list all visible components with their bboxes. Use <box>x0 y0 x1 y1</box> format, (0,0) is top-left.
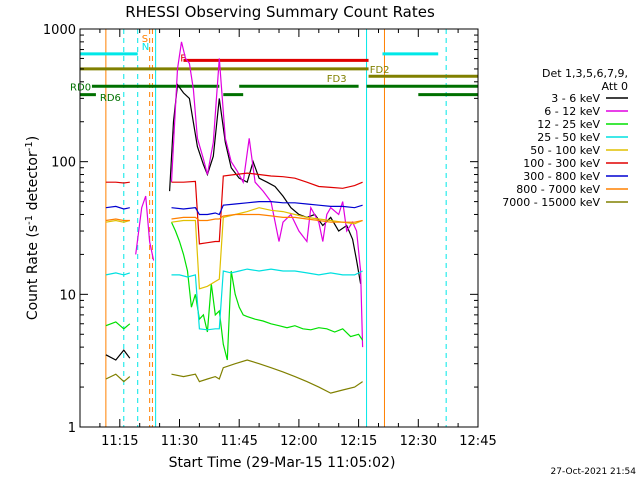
series-line-50-100-kev-1 <box>171 207 363 290</box>
flag-label-rd6: RD6 <box>100 93 121 104</box>
flag-letter-s: S <box>142 34 148 45</box>
legend-label-50-100-kev: 50 - 100 keV <box>530 144 600 157</box>
y-axis-label: Count Rate (s-1 detector-1) <box>24 136 41 320</box>
series-line-12-25-kev-0 <box>105 321 131 330</box>
flag-letter-n: N <box>142 42 149 53</box>
series-line-25-50-kev-0 <box>105 272 130 276</box>
legend-label-3-6-kev: 3 - 6 keV <box>551 92 600 105</box>
axes: 11:15 11:30 11:45 12:00 12:15 12:30 12:45 1 10 10… <box>43 23 497 449</box>
flag-label-rd0: RD0 <box>70 82 91 93</box>
y-tick-label: 10 <box>59 288 76 303</box>
series-line-6-12-kev-0 <box>135 195 155 261</box>
plot-area: F FD2 FD3 RD0 RD6 SN <box>70 29 478 427</box>
x-tick-label: 11:15 <box>101 434 138 449</box>
series-line-300-800-kev-0 <box>105 205 130 210</box>
legend-label-12-25-kev: 12 - 25 keV <box>537 118 600 131</box>
series-line-300-800-kev-1 <box>171 201 363 216</box>
legend-label-7000-15000-kev: 7000 - 15000 keV <box>502 196 600 209</box>
series-line-12-25-kev-1 <box>170 221 364 361</box>
series-line-800-7000-kev-0 <box>105 218 130 222</box>
x-tick-label: 11:45 <box>220 434 257 449</box>
flag-label-fd3: FD3 <box>327 74 347 85</box>
footer-timestamp: 27-Oct-2021 21:54 <box>551 467 637 477</box>
series-line-7000-15000-kev-1 <box>171 359 363 394</box>
series-line-25-50-kev-1 <box>171 268 363 331</box>
series-line-100-300-kev-0 <box>105 181 130 184</box>
legend-label-800-7000-kev: 800 - 7000 keV <box>516 183 600 196</box>
series-line-50-100-kev-0 <box>105 219 130 223</box>
legend-label-6-12-kev: 6 - 12 keV <box>544 105 600 118</box>
x-tick-label: 12:15 <box>340 434 377 449</box>
series-line-3-6-kev-0 <box>105 349 131 361</box>
x-tick-label: 12:30 <box>400 434 437 449</box>
chart-title: RHESSI Observing Summary Count Rates <box>125 3 435 21</box>
series-line-100-300-kev-1 <box>171 172 363 245</box>
y-tick-label: 100 <box>51 156 76 171</box>
flag-label-f: F <box>180 54 186 65</box>
legend-label-100-300-kev: 100 - 300 keV <box>523 157 600 170</box>
x-tick-label: 12:45 <box>459 434 496 449</box>
series-line-7000-15000-kev-0 <box>105 373 131 383</box>
legend-label-25-50-kev: 25 - 50 keV <box>537 131 600 144</box>
x-tick-label: 12:00 <box>280 434 317 449</box>
series-line-3-6-kev-1 <box>169 83 362 284</box>
y-tick-label: 1000 <box>43 23 76 38</box>
legend-label-300-800-kev: 300 - 800 keV <box>523 170 600 183</box>
flag-label-fd2: FD2 <box>370 65 390 76</box>
legend-title-line: Det 1,3,5,6,7,9, <box>542 67 628 80</box>
legend-title-line: Att 0 <box>602 80 628 93</box>
series-line-6-12-kev-1 <box>170 41 364 348</box>
series-line-800-7000-kev-1 <box>171 213 363 223</box>
x-axis-label: Start Time (29-Mar-15 11:05:02) <box>169 455 396 471</box>
x-tick-label: 11:30 <box>161 434 198 449</box>
y-tick-label: 1 <box>68 421 76 436</box>
